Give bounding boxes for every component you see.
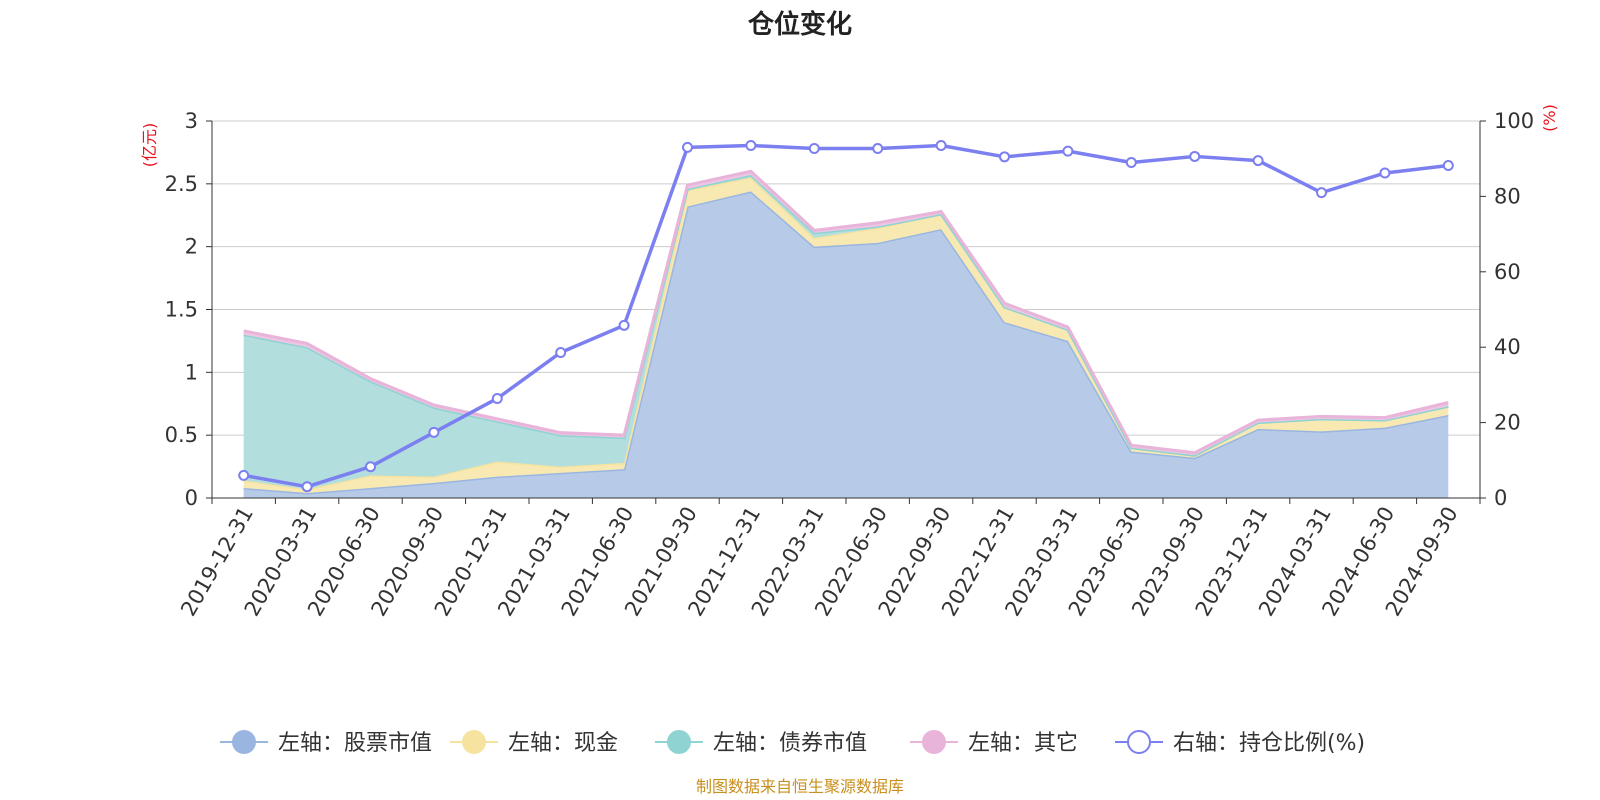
legend-marker <box>1127 730 1151 754</box>
ratio-point <box>1252 155 1264 167</box>
area-左轴：现金 <box>243 177 1449 493</box>
legend-label: 左轴：债券市值 <box>713 731 867 756</box>
stacked-areas <box>243 169 1449 498</box>
area-左轴：债券市值 <box>243 175 1449 490</box>
ratio-point <box>365 461 376 473</box>
ratio-point <box>682 141 693 153</box>
ratio-point <box>1062 145 1074 157</box>
left-tick-label: 1 <box>185 360 198 384</box>
legend-label: 左轴：其它 <box>968 731 1078 756</box>
ratio-point <box>999 151 1010 163</box>
area-左轴：股票市值 <box>243 191 1449 498</box>
left-tick-label: 0.5 <box>165 423 198 447</box>
ratio-point <box>618 319 630 331</box>
legend-label: 右轴：持仓比例(%) <box>1173 731 1365 756</box>
ratio-point <box>1442 159 1454 171</box>
legend-marker <box>922 730 946 754</box>
ratio-point <box>935 140 947 152</box>
legend-marker <box>232 730 256 754</box>
left-tick-label: 2 <box>185 235 198 259</box>
ratio-point <box>555 346 567 358</box>
ratio-point <box>428 426 440 438</box>
legend-marker <box>462 730 486 754</box>
ratio-point <box>808 143 820 155</box>
legend-label: 左轴：现金 <box>508 731 618 756</box>
left-tick-label: 2.5 <box>165 172 198 196</box>
ratio-point <box>1316 187 1327 199</box>
position-ratio-line <box>238 140 1454 493</box>
ratio-point <box>301 481 313 493</box>
ratio-point <box>745 140 757 152</box>
area-edge-左轴：其它 <box>243 169 1449 455</box>
ratio-point <box>238 469 250 481</box>
left-tick-label: 1.5 <box>165 298 198 322</box>
left-axis-ticks: 0 0.5 1 1.5 2 2.5 3 <box>165 109 212 510</box>
right-tick-label: 20 <box>1494 411 1521 435</box>
right-tick-label: 80 <box>1494 184 1521 208</box>
legend-label: 左轴：股票市值 <box>278 731 432 756</box>
ratio-point <box>872 143 884 155</box>
legend-marker <box>667 730 691 754</box>
ratio-point <box>1189 150 1201 162</box>
ratio-point <box>1379 167 1391 179</box>
right-axis-ticks: 0 20 40 60 80 100 <box>1480 109 1534 510</box>
right-tick-label: 100 <box>1494 109 1534 133</box>
x-axis-ticks: 2019-12-312020-03-312020-06-302020-09-30… <box>176 498 1481 620</box>
legend: 左轴：股票市值 左轴：现金 左轴：债券市值 左轴：其它 右轴：持仓比例(%) <box>220 730 1365 756</box>
left-axis-unit: (亿元) <box>140 123 159 168</box>
left-tick-label: 3 <box>185 109 198 133</box>
right-axis-unit: (%) <box>1540 104 1559 132</box>
chart-title: 仓位变化 <box>747 9 852 40</box>
ratio-point <box>491 392 503 404</box>
left-tick-label: 0 <box>185 486 198 510</box>
source-note: 制图数据来自恒生聚源数据库 <box>696 777 904 796</box>
ratio-point <box>1125 156 1137 168</box>
right-tick-label: 60 <box>1494 260 1521 284</box>
right-tick-label: 0 <box>1494 486 1507 510</box>
ratio-line-path <box>243 143 1449 489</box>
right-tick-label: 40 <box>1494 335 1521 359</box>
